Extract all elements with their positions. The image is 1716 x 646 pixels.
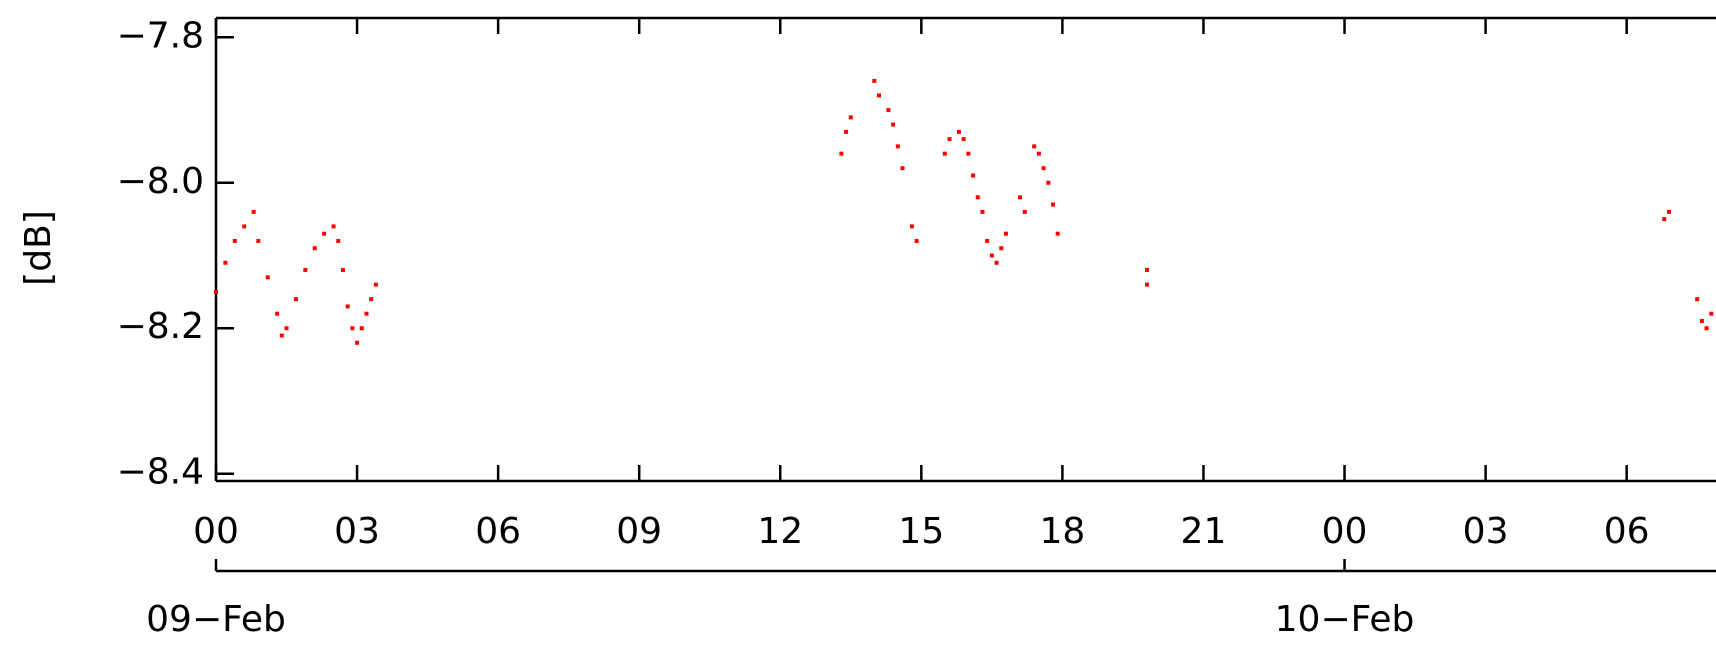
- x-tick-label: 06: [475, 511, 521, 552]
- point: [284, 326, 289, 331]
- point: [891, 122, 896, 127]
- point: [966, 151, 971, 156]
- point: [999, 246, 1004, 251]
- point: [312, 246, 317, 251]
- point: [989, 253, 994, 258]
- point: [1055, 231, 1060, 236]
- point: [895, 144, 900, 149]
- point: [336, 238, 341, 243]
- x-tick-label: 12: [757, 511, 803, 552]
- point: [886, 108, 891, 113]
- x-tick-label: 15: [898, 511, 944, 552]
- point: [331, 224, 336, 229]
- point: [373, 282, 378, 287]
- x-tick-label: 09: [616, 511, 662, 552]
- point: [242, 224, 247, 229]
- point: [275, 311, 280, 316]
- point: [914, 238, 919, 243]
- point: [369, 297, 374, 302]
- point: [364, 311, 369, 316]
- point: [251, 209, 256, 214]
- point: [1695, 297, 1700, 302]
- y-tick-label: −8.0: [117, 161, 204, 202]
- point: [1041, 166, 1046, 171]
- x-tick-label: 03: [1463, 511, 1509, 552]
- point: [1699, 318, 1704, 323]
- point: [303, 268, 308, 273]
- point: [1036, 151, 1041, 156]
- point: [985, 238, 990, 243]
- point: [1145, 282, 1150, 287]
- point: [214, 289, 218, 294]
- x-tick-label: 03: [334, 511, 380, 552]
- point: [340, 268, 345, 273]
- date-tick-label: 09−Feb: [146, 599, 286, 640]
- point: [1709, 311, 1714, 316]
- point: [900, 166, 905, 171]
- point: [844, 129, 849, 134]
- point: [293, 297, 298, 302]
- point: [877, 93, 882, 98]
- point: [1704, 326, 1709, 331]
- point: [355, 340, 360, 345]
- point: [359, 326, 364, 331]
- point: [961, 137, 966, 142]
- x-tick-label: 00: [193, 511, 239, 552]
- point: [265, 275, 270, 280]
- point: [256, 238, 261, 243]
- point: [279, 333, 284, 338]
- y-tick-label: −8.4: [117, 452, 204, 493]
- point: [947, 137, 952, 142]
- point: [1145, 268, 1150, 273]
- point: [1666, 209, 1671, 214]
- point: [956, 129, 961, 134]
- point: [1050, 202, 1055, 207]
- point: [909, 224, 914, 229]
- point: [839, 151, 844, 156]
- x-tick-label: 06: [1604, 511, 1650, 552]
- point: [971, 173, 976, 178]
- y-tick-label: −8.2: [117, 306, 204, 347]
- point: [848, 115, 853, 120]
- point: [322, 231, 327, 236]
- point: [1003, 231, 1008, 236]
- point: [975, 195, 980, 200]
- point: [223, 260, 228, 265]
- date-tick-label: 10−Feb: [1275, 599, 1415, 640]
- point: [980, 209, 985, 214]
- point: [350, 326, 355, 331]
- point: [1662, 217, 1667, 222]
- point: [942, 151, 947, 156]
- y-axis-label: [dB]: [18, 210, 59, 286]
- x-tick-label: 18: [1039, 511, 1085, 552]
- x-tick-label: 00: [1322, 511, 1368, 552]
- point: [872, 78, 877, 83]
- point: [345, 304, 350, 309]
- point: [1032, 144, 1037, 149]
- point: [1022, 209, 1027, 214]
- point: [994, 260, 999, 265]
- point: [1018, 195, 1023, 200]
- point: [1046, 180, 1051, 185]
- x-tick-label: 21: [1181, 511, 1227, 552]
- y-tick-label: −7.8: [117, 15, 204, 56]
- point: [232, 238, 237, 243]
